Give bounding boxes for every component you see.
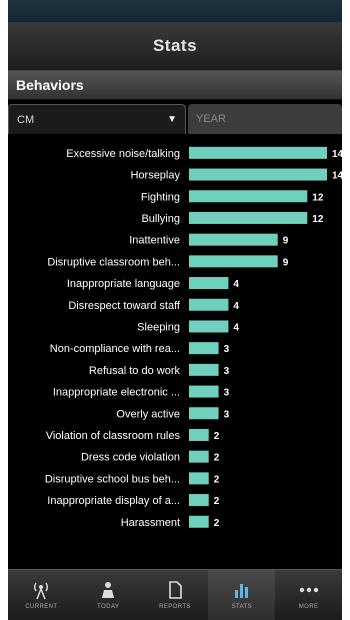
bar <box>189 472 209 485</box>
bar <box>189 363 219 376</box>
nav-reports[interactable]: REPORTS <box>142 570 209 620</box>
filter-bar: CM ▼ YEAR <box>8 104 342 134</box>
value-label: 2 <box>214 474 220 485</box>
section-title: Behaviors <box>16 77 84 93</box>
value-label: 3 <box>224 366 230 377</box>
code-dropdown[interactable]: CM ▼ <box>8 104 186 134</box>
category-label: Violation of classroom rules <box>46 430 181 442</box>
value-label: 12 <box>312 192 324 203</box>
category-label: Non-compliance with rea... <box>50 343 180 355</box>
chevron-down-icon: ▼ <box>167 114 177 125</box>
behaviors-bar-chart: Excessive noise/talking 14 Horseplay 14 Figh… <box>45 146 342 529</box>
nav-current-label: CURRENT <box>25 604 58 610</box>
value-label: 2 <box>214 431 220 442</box>
category-label: Sleeping <box>137 321 180 333</box>
value-label: 9 <box>283 257 289 268</box>
nav-today[interactable]: TODAY <box>75 570 142 620</box>
bar <box>189 168 327 181</box>
category-label: Harassment <box>121 517 180 529</box>
bar <box>189 385 219 398</box>
bar <box>189 211 308 224</box>
more-icon <box>298 580 320 602</box>
bar <box>189 146 327 159</box>
bar <box>189 255 278 268</box>
category-label: Bullying <box>141 213 180 225</box>
category-label: Inappropriate language <box>67 278 180 290</box>
page-title: Stats <box>152 36 198 55</box>
nav-current[interactable]: CURRENT <box>8 570 75 620</box>
value-label: 14 <box>332 149 342 160</box>
value-label: 4 <box>233 279 239 290</box>
nav-stats-label: STATS <box>231 604 253 610</box>
bar <box>189 342 219 355</box>
section-header: Behaviors <box>8 71 342 100</box>
category-label: Fighting <box>141 191 180 203</box>
category-label: Excessive noise/talking <box>66 148 180 160</box>
bar <box>189 407 219 420</box>
value-label: 2 <box>214 518 220 529</box>
category-label: Overly active <box>116 408 180 420</box>
code-dropdown-value: CM <box>17 113 35 126</box>
category-label: Inattentive <box>129 235 180 247</box>
category-label: Horseplay <box>130 170 180 182</box>
app-screen: Stats Behaviors CM ▼ YEAR Excessive nois… <box>8 0 342 620</box>
person-icon <box>98 580 118 602</box>
bar <box>189 320 229 333</box>
bottom-nav: CURRENT TODAY REPORTS STATS MORE <box>8 569 342 620</box>
value-label: 3 <box>224 409 230 420</box>
nav-today-label: TODAY <box>97 604 120 610</box>
bar <box>189 190 308 203</box>
category-label: Disruptive classroom beh... <box>47 256 180 268</box>
value-label: 2 <box>214 496 220 507</box>
nav-more-label: MORE <box>298 604 319 610</box>
value-label: 9 <box>283 236 289 247</box>
value-label: 4 <box>233 322 239 333</box>
bar <box>189 450 209 463</box>
year-dropdown-placeholder: YEAR <box>196 113 226 125</box>
value-label: 3 <box>224 344 230 355</box>
category-label: Inappropriate electronic ... <box>53 387 180 399</box>
bar <box>189 515 209 528</box>
year-dropdown[interactable]: YEAR <box>188 104 342 134</box>
value-label: 2 <box>214 453 220 464</box>
bar <box>189 277 229 290</box>
bar <box>189 494 209 507</box>
bar <box>189 298 229 311</box>
category-label: Disrespect toward staff <box>68 300 181 312</box>
document-icon <box>165 580 185 602</box>
value-label: 4 <box>233 301 239 312</box>
bar <box>189 233 278 246</box>
value-label: 3 <box>224 388 230 399</box>
nav-stats[interactable]: STATS <box>208 570 276 620</box>
category-label: Refusal to do work <box>89 365 181 377</box>
title-bar: Stats <box>8 22 342 71</box>
category-label: Disruptive school bus beh... <box>45 473 180 485</box>
bar-chart-icon <box>232 580 252 602</box>
antenna-icon <box>31 580 51 602</box>
value-label: 12 <box>312 214 324 225</box>
value-label: 14 <box>332 171 342 182</box>
nav-more[interactable]: MORE <box>275 570 342 620</box>
nav-reports-label: REPORTS <box>159 604 191 610</box>
status-bar <box>8 0 342 22</box>
bar <box>189 428 209 441</box>
category-label: Dress code violation <box>81 452 180 464</box>
category-label: Inappropriate display of a... <box>47 495 180 507</box>
behaviors-chart[interactable]: Excessive noise/talking 14 Horseplay 14 Figh… <box>8 134 342 540</box>
